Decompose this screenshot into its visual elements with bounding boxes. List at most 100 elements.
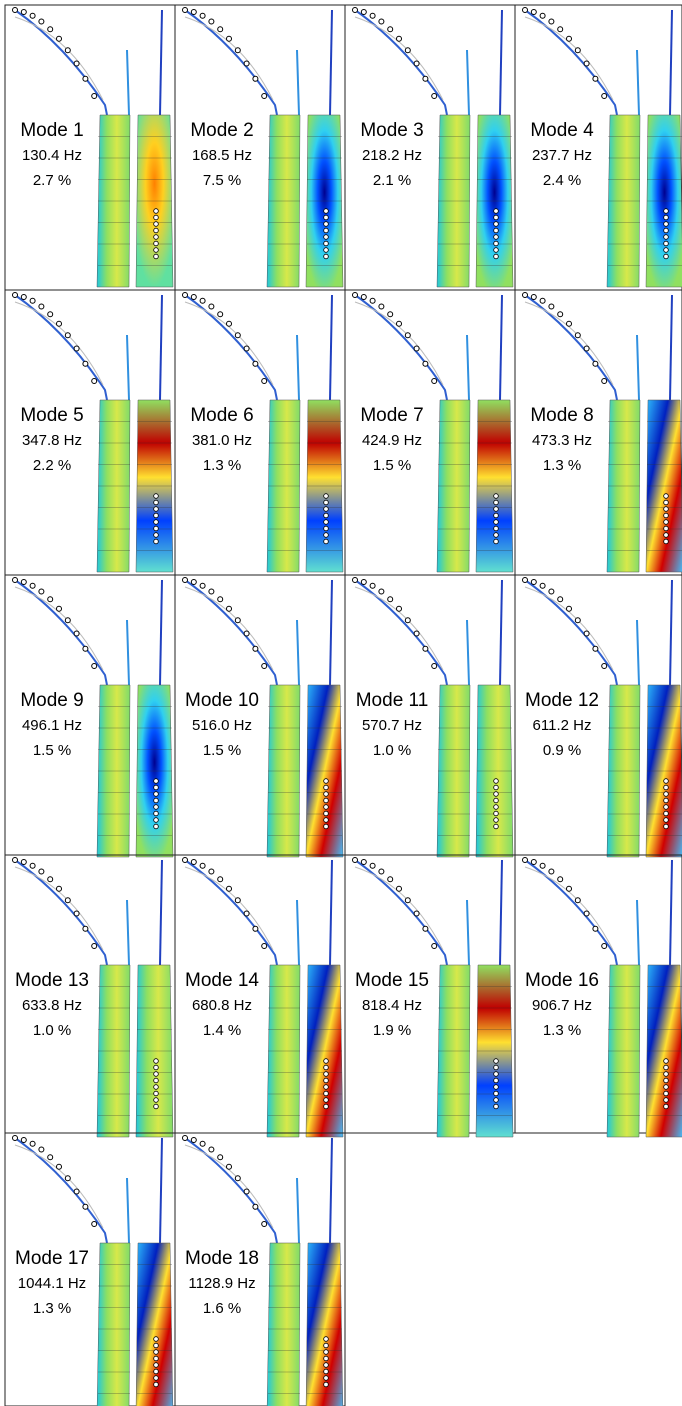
- mode-frequency: 1044.1 Hz: [18, 1275, 86, 1292]
- sensor-dot: [56, 35, 62, 42]
- reference-arc: [354, 301, 444, 386]
- reference-arc: [14, 16, 104, 101]
- mode-damping: 1.0 %: [373, 742, 411, 759]
- sensor-dot: [91, 377, 98, 384]
- accelerometer: [323, 525, 329, 532]
- sensor-dot: [38, 588, 45, 595]
- mode-label: Mode 3: [360, 120, 423, 141]
- accelerometer: [153, 791, 159, 797]
- mode-damping: 2.7 %: [33, 172, 71, 189]
- mode-label: Mode 13: [15, 970, 89, 991]
- sensor-dot: [252, 360, 259, 367]
- mode-damping: 2.2 %: [33, 457, 71, 474]
- accelerometer: [323, 1375, 329, 1381]
- accelerometer: [323, 227, 329, 234]
- sensor-dot: [82, 75, 89, 82]
- accelerometer: [323, 506, 329, 512]
- mode-cell: Mode 6 381.0 Hz 1.3 %: [174, 289, 346, 576]
- sensor-dot: [29, 1140, 36, 1147]
- accelerometer: [663, 1077, 669, 1084]
- stem-right: [669, 9, 673, 116]
- accelerometer: [153, 804, 159, 810]
- accelerometer: [153, 1342, 159, 1349]
- sensor-dot: [396, 885, 402, 892]
- mode-label: Mode 14: [185, 970, 259, 991]
- sensor-dot: [583, 630, 590, 637]
- accelerometer: [153, 1355, 159, 1362]
- deformed-arc: [524, 859, 618, 966]
- sensor-dot: [12, 7, 18, 13]
- mode-label: Mode 8: [530, 405, 593, 426]
- accelerometer: [493, 234, 499, 240]
- sensor-dot: [91, 942, 98, 949]
- accelerometer: [493, 791, 499, 797]
- sensor-dot: [56, 605, 62, 612]
- sensor-dot: [190, 8, 197, 15]
- sensor-dot: [592, 360, 599, 367]
- sensor-dot: [369, 297, 376, 304]
- accelerometer: [663, 1090, 669, 1097]
- deformed-arc: [14, 294, 108, 401]
- accelerometer: [663, 247, 669, 253]
- accelerometer: [663, 493, 669, 499]
- mode-frequency: 906.7 Hz: [532, 997, 592, 1014]
- accelerometer: [153, 208, 159, 214]
- sensor-dot: [592, 925, 599, 932]
- accelerometer: [323, 817, 329, 823]
- accelerometer: [663, 810, 669, 817]
- left-panel: [266, 1242, 301, 1406]
- reference-arc: [354, 586, 444, 671]
- sensor-dot: [190, 293, 197, 300]
- sensor-dot: [56, 320, 62, 327]
- mode-frequency: 570.7 Hz: [362, 717, 422, 734]
- mode-label: Mode 16: [525, 970, 599, 991]
- accelerometer: [323, 1336, 329, 1342]
- sensor-dot: [574, 897, 581, 904]
- stem-right: [329, 294, 333, 401]
- accelerometer: [493, 817, 499, 823]
- sensor-dot: [20, 8, 27, 15]
- sensor-dot: [208, 868, 215, 875]
- mode-cell: Mode 17 1044.1 Hz 1.3 %: [4, 1132, 176, 1406]
- stem-left: [636, 899, 640, 966]
- sensor-dot: [91, 1220, 98, 1227]
- accelerometer: [493, 1090, 499, 1097]
- accelerometer: [493, 1071, 499, 1077]
- reference-arc: [524, 866, 614, 951]
- accelerometer: [663, 512, 669, 519]
- sensor-dot: [352, 577, 358, 583]
- accelerometer: [663, 1097, 669, 1103]
- accelerometer: [153, 221, 159, 227]
- right-panel: [135, 1242, 174, 1406]
- accelerometer: [153, 525, 159, 532]
- accelerometer: [323, 1349, 329, 1355]
- sensor-dot: [252, 645, 259, 652]
- sensor-dot: [252, 75, 259, 82]
- mode-label: Mode 6: [190, 405, 253, 426]
- accelerometer: [323, 538, 329, 545]
- stem-right: [669, 579, 673, 686]
- sensor-dot: [217, 876, 224, 883]
- sensor-dot: [574, 617, 581, 624]
- accelerometer: [153, 1090, 159, 1097]
- accelerometer: [663, 817, 669, 823]
- stem-left: [636, 334, 640, 401]
- accelerometer: [323, 532, 329, 538]
- mode-label: Mode 9: [20, 690, 83, 711]
- sensor-dot: [38, 1146, 45, 1153]
- sensor-dot: [47, 876, 54, 883]
- accelerometer: [663, 804, 669, 810]
- accelerometer: [663, 1071, 669, 1077]
- sensor-dot: [566, 885, 572, 892]
- sensor-dot: [413, 630, 420, 637]
- sensor-dot: [261, 942, 268, 949]
- mode-frequency: 680.8 Hz: [192, 997, 252, 1014]
- sensor-dot: [226, 320, 232, 327]
- deformed-arc: [14, 9, 108, 116]
- accelerometer: [153, 1064, 159, 1071]
- mode-frequency: 818.4 Hz: [362, 997, 422, 1014]
- accelerometer: [323, 208, 329, 214]
- stem-right: [329, 579, 333, 686]
- accelerometer: [493, 253, 499, 260]
- sensor-dot: [583, 60, 590, 67]
